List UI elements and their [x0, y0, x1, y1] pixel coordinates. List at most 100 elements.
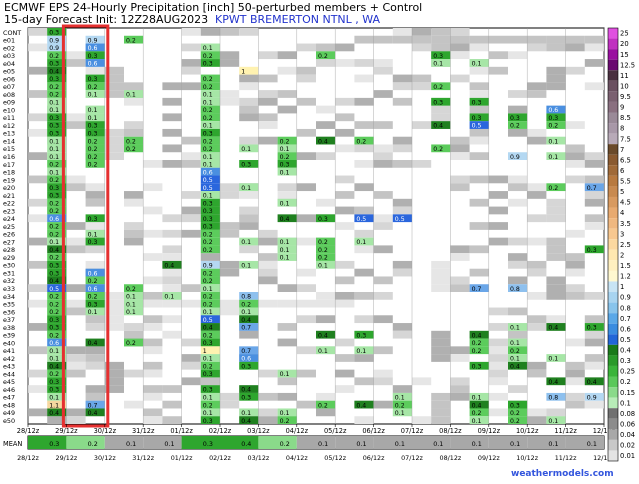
- precip-cell: [239, 292, 259, 300]
- trace-cell: [162, 330, 182, 339]
- member-label: e21: [3, 192, 15, 200]
- precip-cell: [277, 167, 297, 176]
- trace-cell: [546, 245, 566, 254]
- precip-cell: [200, 392, 220, 401]
- trace-cell: [28, 385, 48, 393]
- trace-cell: [220, 59, 240, 67]
- mean-x-tick-label: 12/12z: [593, 454, 615, 462]
- trace-cell: [66, 416, 86, 424]
- trace-cell: [527, 260, 547, 269]
- trace-cell: [277, 66, 297, 75]
- precip-cell: [200, 136, 220, 145]
- trace-cell: [565, 392, 585, 401]
- trace-cell: [584, 191, 604, 199]
- trace-cell: [143, 408, 163, 417]
- precip-cell: [85, 284, 105, 292]
- precip-cell: [85, 237, 105, 246]
- precip-cell: [316, 346, 336, 355]
- trace-cell: [316, 392, 336, 401]
- precip-value-label: 0.1: [510, 356, 520, 363]
- trace-cell: [354, 35, 374, 44]
- trace-cell: [162, 299, 182, 308]
- trace-cell: [450, 74, 470, 83]
- precip-cell: [239, 385, 259, 393]
- member-label: e20: [3, 184, 15, 192]
- trace-cell: [469, 43, 489, 52]
- site-credit[interactable]: weathermodels.com: [511, 469, 614, 479]
- member-label: e16: [3, 153, 15, 161]
- colorbar-swatch: [608, 175, 618, 187]
- trace-cell: [85, 198, 105, 207]
- colorbar-label: 0.2: [620, 378, 631, 386]
- precip-cell: [200, 284, 220, 292]
- trace-cell: [162, 400, 182, 409]
- trace-cell: [527, 416, 547, 424]
- trace-cell: [239, 105, 259, 114]
- precip-cell: [354, 214, 374, 223]
- precip-value-label: 0.1: [203, 45, 213, 52]
- colorbar-label: 0.04: [620, 431, 635, 439]
- colorbar-label: 0.08: [620, 410, 635, 418]
- precip-cell: [85, 408, 105, 417]
- precip-value-label: 0.3: [88, 123, 98, 130]
- trace-cell: [546, 43, 566, 52]
- trace-cell: [85, 323, 105, 331]
- precip-value-label: 0.2: [472, 410, 482, 417]
- trace-cell: [527, 361, 547, 370]
- precip-cell: [85, 229, 105, 238]
- trace-cell: [584, 292, 604, 300]
- precip-value-label: 0.2: [318, 239, 328, 246]
- precip-cell: [47, 214, 67, 223]
- colorbar-label: 2.5: [620, 241, 631, 249]
- mean-x-tick-label: 10/12z: [516, 454, 538, 462]
- x-tick-label: 31/12z: [132, 427, 155, 435]
- trace-cell: [450, 346, 470, 355]
- precip-value-label: 0.2: [49, 53, 59, 60]
- trace-cell: [143, 229, 163, 238]
- trace-cell: [373, 35, 393, 44]
- trace-cell: [508, 237, 528, 246]
- member-label: e03: [3, 52, 15, 60]
- colorbar-swatch: [608, 218, 618, 229]
- precip-cell: [47, 315, 67, 324]
- mean-x-tick-label: 09/12z: [478, 454, 500, 462]
- mean-x-tick-label: 01/12z: [171, 454, 193, 462]
- precip-value-label: 1: [241, 68, 245, 75]
- colorbar-swatch: [608, 70, 618, 81]
- precip-value-label: 0.7: [241, 325, 251, 332]
- colorbar-swatch: [608, 450, 618, 461]
- precip-cell: [47, 191, 67, 199]
- precip-value-label: 0.2: [49, 162, 59, 169]
- trace-cell: [584, 175, 604, 184]
- precip-cell: [431, 51, 451, 60]
- trace-cell: [104, 128, 124, 137]
- trace-cell: [373, 377, 393, 386]
- precip-cell: [200, 59, 220, 67]
- precip-cell: [546, 113, 566, 122]
- precip-cell: [47, 237, 67, 246]
- precip-value-label: 0.2: [203, 84, 213, 91]
- precip-value-label: 0.6: [88, 61, 98, 68]
- precip-value-label: 0.1: [49, 169, 59, 176]
- precip-cell: [47, 392, 67, 401]
- precip-value-label: 0.3: [49, 123, 59, 130]
- precip-value-label: 0.3: [88, 301, 98, 308]
- trace-cell: [104, 74, 124, 83]
- precip-cell: [431, 97, 451, 106]
- colorbar-swatch: [608, 355, 618, 366]
- trace-cell: [296, 152, 316, 160]
- precip-value-label: 0.2: [203, 146, 213, 153]
- precip-cell: [508, 416, 528, 424]
- trace-cell: [316, 121, 336, 129]
- colorbar-swatch: [608, 334, 618, 345]
- colorbar-label: 2: [620, 251, 624, 259]
- member-label: e23: [3, 207, 15, 215]
- precip-cell: [47, 66, 67, 75]
- precip-cell: [392, 214, 412, 223]
- precip-value-label: 0.2: [510, 410, 520, 417]
- precip-value-label: 0.7: [88, 402, 98, 409]
- precip-value-label: 0.1: [88, 107, 98, 114]
- trace-cell: [335, 385, 355, 393]
- precip-cell: [546, 136, 566, 145]
- x-tick-label: 08/12z: [439, 427, 462, 435]
